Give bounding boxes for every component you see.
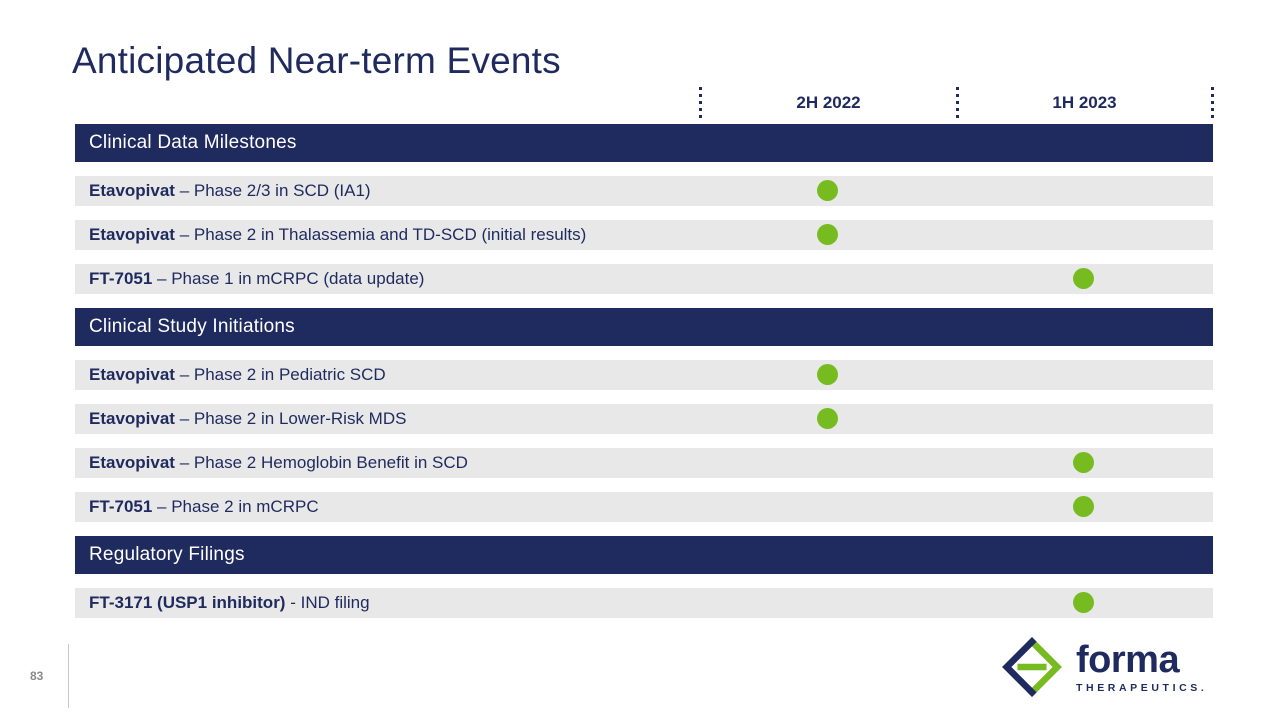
drug-name: FT-3171 (USP1 inhibitor): [89, 593, 286, 612]
table-row: FT-7051 – Phase 2 in mCRPC: [75, 492, 1213, 522]
column-divider-dotted: [1211, 87, 1214, 121]
row-description: – Phase 2 in Lower-Risk MDS: [174, 409, 407, 428]
row-label: Etavopivat – Phase 2/3 in SCD (IA1): [89, 181, 371, 201]
milestone-dot: [817, 364, 838, 385]
table-row: Etavopivat – Phase 2 in Pediatric SCD: [75, 360, 1213, 390]
row-description: – Phase 2 in Thalassemia and TD-SCD (ini…: [174, 225, 587, 244]
drug-name: FT-7051: [89, 269, 153, 288]
milestone-dot: [1073, 496, 1094, 517]
logo-text: forma THERAPEUTICS.: [1076, 640, 1207, 694]
table-row: Etavopivat – Phase 2 in Thalassemia and …: [75, 220, 1213, 250]
section-header-clinical-study-initiations: Clinical Study Initiations: [75, 308, 1213, 346]
footer-divider: [68, 644, 69, 708]
row-description: – Phase 2/3 in SCD (IA1): [174, 181, 371, 200]
table-row: Etavopivat – Phase 2 in Lower-Risk MDS: [75, 404, 1213, 434]
row-description: – Phase 2 in mCRPC: [152, 497, 319, 516]
row-label: FT-3171 (USP1 inhibitor) - IND filing: [89, 593, 370, 613]
drug-name: Etavopivat: [89, 365, 175, 384]
row-label: Etavopivat – Phase 2 in Lower-Risk MDS: [89, 409, 406, 429]
milestone-dot: [1073, 452, 1094, 473]
row-label: Etavopivat – Phase 2 in Pediatric SCD: [89, 365, 386, 385]
logo-mark-icon: [1002, 637, 1062, 697]
milestone-dot: [817, 180, 838, 201]
drug-name: Etavopivat: [89, 181, 175, 200]
forma-logo: forma THERAPEUTICS.: [1002, 637, 1207, 697]
column-header-1h-2023: 1H 2023: [1052, 93, 1117, 112]
section-header-clinical-data-milestones: Clinical Data Milestones: [75, 124, 1213, 162]
row-label: FT-7051 – Phase 1 in mCRPC (data update): [89, 269, 424, 289]
brand-name: forma: [1076, 639, 1180, 681]
brand-subtitle: THERAPEUTICS.: [1076, 682, 1208, 694]
page-number: 83: [30, 669, 44, 683]
drug-name: Etavopivat: [89, 409, 175, 428]
table-row: Etavopivat – Phase 2/3 in SCD (IA1): [75, 176, 1213, 206]
row-description: – Phase 1 in mCRPC (data update): [152, 269, 425, 288]
page-title: Anticipated Near-term Events: [72, 40, 561, 81]
column-header-2h-2022: 2H 2022: [796, 93, 861, 112]
milestone-dot: [1073, 592, 1094, 613]
row-label: Etavopivat – Phase 2 Hemoglobin Benefit …: [89, 453, 468, 473]
milestone-table: Clinical Data Milestones Etavopivat – Ph…: [75, 124, 1213, 618]
column-divider-dotted: [699, 87, 702, 121]
row-description: - IND filing: [285, 593, 370, 612]
table-row: FT-3171 (USP1 inhibitor) - IND filing: [75, 588, 1213, 618]
table-row: FT-7051 – Phase 1 in mCRPC (data update): [75, 264, 1213, 294]
row-description: – Phase 2 Hemoglobin Benefit in SCD: [174, 453, 468, 472]
milestone-dot: [817, 224, 838, 245]
table-row: Etavopivat – Phase 2 Hemoglobin Benefit …: [75, 448, 1213, 478]
drug-name: Etavopivat: [89, 225, 175, 244]
drug-name: FT-7051: [89, 497, 153, 516]
row-description: – Phase 2 in Pediatric SCD: [174, 365, 386, 384]
section-header-regulatory-filings: Regulatory Filings: [75, 536, 1213, 574]
milestone-dot: [1073, 268, 1094, 289]
drug-name: Etavopivat: [89, 453, 175, 472]
milestone-dot: [817, 408, 838, 429]
row-label: Etavopivat – Phase 2 in Thalassemia and …: [89, 225, 586, 245]
row-label: FT-7051 – Phase 2 in mCRPC: [89, 497, 319, 517]
column-divider-dotted: [956, 87, 959, 121]
